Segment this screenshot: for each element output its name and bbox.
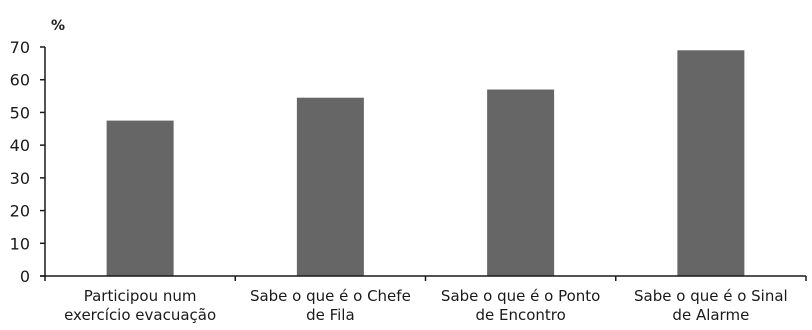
y-tick-label: 50 — [10, 103, 30, 122]
y-tick-label: 70 — [10, 38, 30, 57]
bar — [677, 50, 745, 277]
x-category-label: Sabe o que é o Ponto de Encontro — [441, 287, 600, 324]
x-category-label: Participou num exercício evacuação — [64, 287, 216, 324]
x-category-label-line: Sabe o que é o Chefe — [250, 287, 411, 305]
y-tick-label: 20 — [10, 202, 30, 221]
y-tick-label: 30 — [10, 169, 30, 188]
y-axis-ticks: 0 10 20 30 40 50 60 70 — [10, 38, 45, 286]
x-category-label-line: Participou num — [84, 287, 197, 305]
x-category-label-line: de Fila — [306, 306, 355, 324]
y-axis-unit-label: % — [51, 18, 65, 34]
category-labels: Participou num exercício evacuação Sabe o … — [64, 287, 788, 324]
bar — [106, 120, 174, 276]
x-category-label: Sabe o que é o Sinal de Alarme — [634, 287, 788, 324]
bar — [487, 89, 555, 277]
axes — [40, 47, 807, 281]
x-category-label-line: exercício evacuação — [64, 306, 216, 324]
y-tick-label: 0 — [20, 267, 30, 286]
y-tick-label: 60 — [10, 71, 30, 90]
bars — [106, 50, 745, 277]
y-tick-label: 40 — [10, 136, 30, 155]
x-category-label-line: Sabe o que é o Sinal — [634, 287, 788, 305]
x-category-label-line: de Alarme — [672, 306, 749, 324]
y-tick-label: 10 — [10, 234, 30, 253]
bar — [296, 97, 364, 276]
x-category-label-line: de Encontro — [475, 306, 565, 324]
x-category-label-line: Sabe o que é o Ponto — [441, 287, 600, 305]
x-category-label: Sabe o que é o Chefe de Fila — [250, 287, 411, 324]
